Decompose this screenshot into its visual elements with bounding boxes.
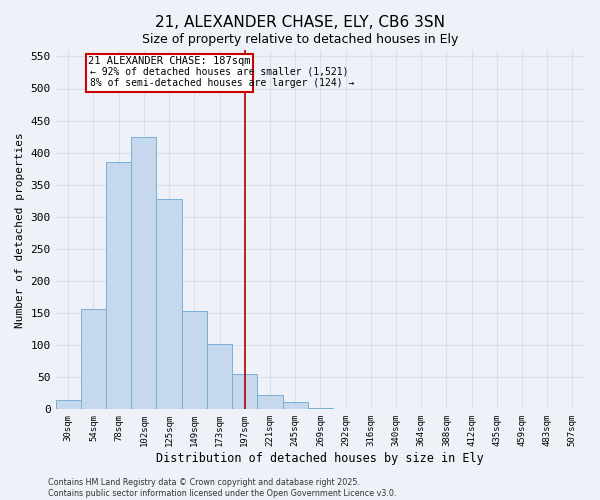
Bar xyxy=(56,400,81,409)
Text: 21 ALEXANDER CHASE: 187sqm: 21 ALEXANDER CHASE: 187sqm xyxy=(88,56,251,66)
Bar xyxy=(308,408,333,410)
Text: 21, ALEXANDER CHASE, ELY, CB6 3SN: 21, ALEXANDER CHASE, ELY, CB6 3SN xyxy=(155,15,445,30)
Bar xyxy=(333,408,358,410)
Bar xyxy=(81,308,106,410)
Text: Size of property relative to detached houses in Ely: Size of property relative to detached ho… xyxy=(142,32,458,46)
Text: 8% of semi-detached houses are larger (124) →: 8% of semi-detached houses are larger (1… xyxy=(90,78,355,88)
Text: Contains HM Land Registry data © Crown copyright and database right 2025.
Contai: Contains HM Land Registry data © Crown c… xyxy=(48,478,397,498)
Bar xyxy=(131,136,157,409)
Bar xyxy=(232,374,257,410)
Bar xyxy=(106,162,131,410)
Text: ← 92% of detached houses are smaller (1,521): ← 92% of detached houses are smaller (1,… xyxy=(90,66,349,76)
Bar xyxy=(157,199,182,410)
Bar xyxy=(207,344,232,410)
X-axis label: Distribution of detached houses by size in Ely: Distribution of detached houses by size … xyxy=(157,452,484,465)
Y-axis label: Number of detached properties: Number of detached properties xyxy=(15,132,25,328)
FancyBboxPatch shape xyxy=(86,54,253,92)
Bar xyxy=(257,395,283,409)
Bar xyxy=(283,402,308,409)
Bar xyxy=(182,311,207,410)
